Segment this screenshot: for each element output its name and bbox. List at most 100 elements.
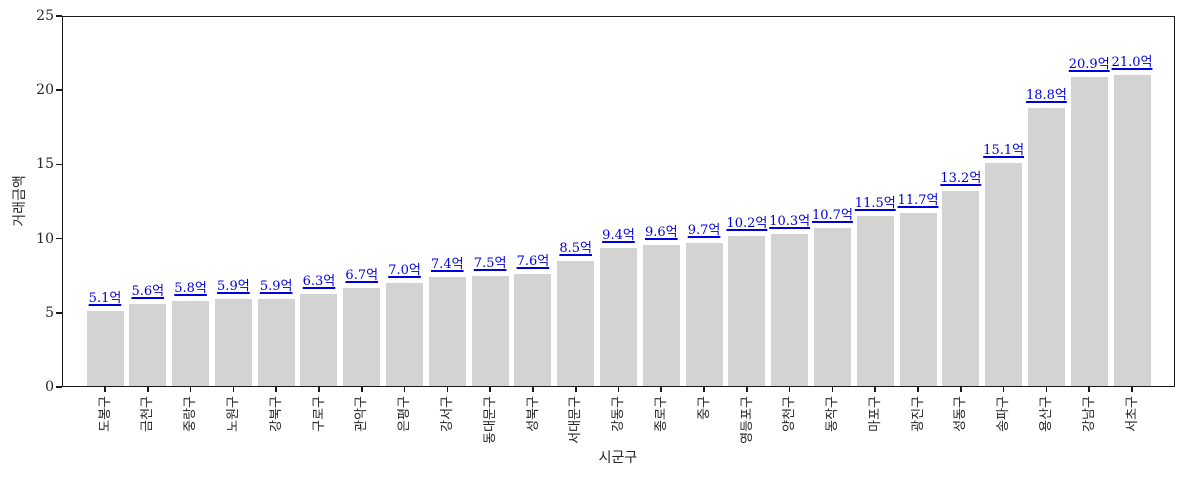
bar [386,283,424,387]
bar [557,260,595,387]
x-tick-mark [1131,387,1133,392]
x-tick-label-text: 노원구 [225,396,241,432]
x-tick-label-text: 성북구 [525,396,541,432]
bar [471,275,509,387]
bar [985,162,1023,387]
x-tick-label-text: 관악구 [354,396,370,432]
x-tick-label-text: 도봉구 [97,396,113,432]
x-tick-mark [703,387,705,392]
y-tick-label: 15 [36,156,54,173]
x-tick-label-text: 금천구 [140,396,156,432]
bar [300,293,338,387]
bar [771,234,809,387]
bar-value-label: 9.4억 [602,227,635,243]
x-tick-mark [788,387,791,392]
x-tick-label-text: 서대문구 [568,396,584,444]
bar-value-label: 5.8억 [174,280,207,296]
bar-value-label: 10.7억 [812,208,853,224]
x-tick-label-text: 강동구 [611,396,626,432]
bar-value-label: 11.7억 [897,193,939,209]
x-tick-label-text: 동작구 [824,396,840,432]
x-tick-mark [532,387,534,392]
bar-value-label: 9.7억 [687,223,721,239]
y-tick-label: 0 [45,379,54,395]
x-tick-label-text: 구로구 [311,396,327,432]
x-tick-mark [1002,387,1005,392]
bar [1027,108,1065,387]
bar-value-label: 18.8억 [1025,88,1067,103]
y-tick-mark [56,237,62,240]
bar-value-label: 7.6억 [516,254,550,270]
x-tick-label-text: 광진구 [910,396,926,432]
bar [942,191,980,387]
y-tick-mark [56,386,62,388]
y-axis-label-text: 거래금액 [12,175,28,227]
bar-value-label: 7.5억 [473,255,507,271]
x-tick-mark [360,387,363,392]
bar [172,300,210,387]
x-tick-mark [232,387,235,392]
bar-value-label: 7.0억 [388,263,421,279]
x-tick-mark [660,387,663,392]
bar-value-label: 6.7억 [345,267,379,283]
bar [1113,75,1151,387]
x-tick-label-text: 강북구 [268,396,284,432]
bar [899,213,937,387]
bar [86,311,124,387]
x-tick-label-text: 은평구 [397,396,413,432]
bar-value-label: 13.2억 [940,171,982,187]
x-tick-label-text: 서초구 [1124,396,1140,432]
bar-value-label: 5.9억 [259,279,293,295]
x-tick-label-text: 종로구 [653,396,669,432]
x-tick-mark [574,387,577,392]
bar-value-label: 5.6억 [131,283,165,299]
x-tick-label-text: 강서구 [439,396,455,432]
x-tick-mark [917,387,919,392]
x-tick-mark [960,387,962,392]
x-tick-mark [146,387,149,392]
x-tick-mark [446,387,449,392]
bar [728,235,766,387]
bar-value-label: 21.0억 [1111,55,1153,71]
bar [514,274,552,387]
bar [343,287,381,387]
x-tick-mark [318,387,320,392]
bar-value-label: 9.6억 [644,224,678,240]
bar-value-label: 8.5억 [559,240,593,256]
x-tick-label-text: 성동구 [953,396,969,432]
y-tick-mark [56,163,62,166]
bar [257,299,295,387]
bar-value-label: 10.2억 [726,215,768,231]
x-tick-mark [275,387,277,392]
bar-value-label: 10.3억 [769,214,811,230]
y-tick-label: 10 [36,230,54,247]
x-axis-label: 시군구 [598,450,638,466]
x-tick-mark [489,387,491,392]
y-tick-label: 20 [36,82,54,99]
x-tick-mark [104,387,106,392]
y-tick-mark [56,312,62,314]
x-tick-label-text: 양천구 [782,396,798,432]
y-tick-mark [56,89,62,91]
bar [642,244,680,387]
bar-value-label: 5.1억 [88,291,122,307]
x-tick-label-text: 용산구 [1038,396,1054,432]
bar [129,303,167,387]
x-tick-label-text: 영등포구 [739,396,755,444]
x-tick-mark [189,387,192,392]
y-tick-mark [56,15,62,17]
bar [428,277,466,387]
bar-value-label: 6.3억 [302,273,336,289]
x-tick-label-text: 강남구 [1081,396,1097,432]
x-tick-mark [874,387,877,392]
x-tick-mark [1088,387,1090,392]
x-tick-label-text: 마포구 [867,396,883,432]
bar-value-label: 7.4억 [431,257,464,273]
x-tick-mark [617,387,620,392]
x-tick-label-text: 송파구 [996,396,1012,432]
x-tick-mark [403,387,406,392]
bar [214,299,252,387]
bar [685,243,723,387]
x-tick-mark [831,387,834,392]
